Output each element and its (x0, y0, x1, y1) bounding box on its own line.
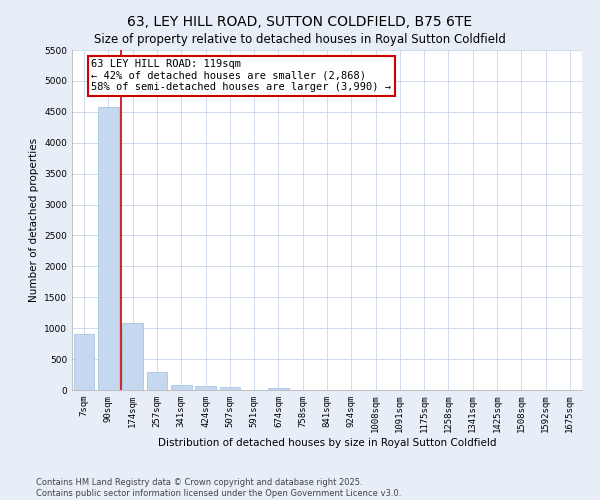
X-axis label: Distribution of detached houses by size in Royal Sutton Coldfield: Distribution of detached houses by size … (158, 438, 496, 448)
Text: 63 LEY HILL ROAD: 119sqm
← 42% of detached houses are smaller (2,868)
58% of sem: 63 LEY HILL ROAD: 119sqm ← 42% of detach… (91, 60, 391, 92)
Text: Size of property relative to detached houses in Royal Sutton Coldfield: Size of property relative to detached ho… (94, 32, 506, 46)
Bar (195, 386, 216, 390)
Bar (268, 388, 289, 390)
Bar (98, 107, 119, 390)
Bar (122, 322, 143, 390)
Text: 63, LEY HILL ROAD, SUTTON COLDFIELD, B75 6TE: 63, LEY HILL ROAD, SUTTON COLDFIELD, B75… (127, 15, 473, 29)
Bar (74, 334, 94, 390)
Bar (171, 386, 191, 390)
Bar (220, 387, 240, 390)
Y-axis label: Number of detached properties: Number of detached properties (29, 138, 38, 302)
Text: Contains HM Land Registry data © Crown copyright and database right 2025.
Contai: Contains HM Land Registry data © Crown c… (36, 478, 401, 498)
Bar (146, 372, 167, 390)
